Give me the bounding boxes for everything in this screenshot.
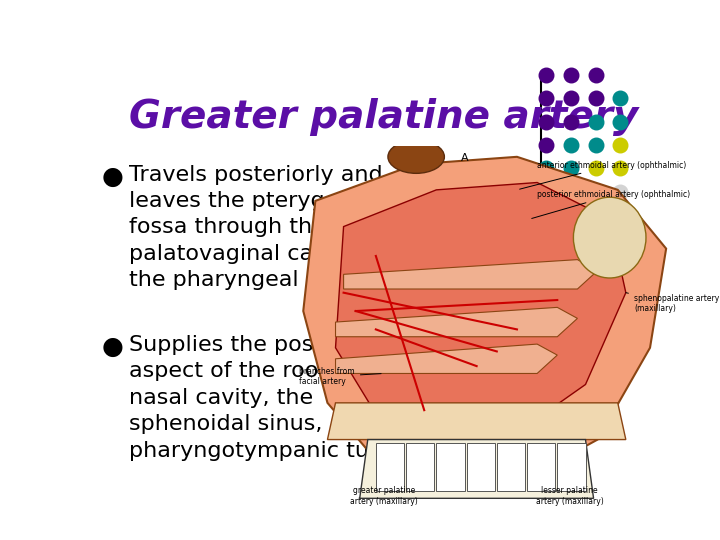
- Point: [614, 94, 626, 103]
- Point: [565, 117, 577, 126]
- Polygon shape: [336, 344, 557, 374]
- Polygon shape: [527, 443, 555, 491]
- Point: [541, 117, 552, 126]
- Polygon shape: [497, 443, 525, 491]
- Polygon shape: [343, 260, 598, 289]
- Text: greater palatine
artery (maxillary): greater palatine artery (maxillary): [350, 486, 418, 505]
- Text: anterior ethmoidal artery (ophthalmic): anterior ethmoidal artery (ophthalmic): [520, 161, 686, 189]
- Polygon shape: [303, 157, 666, 484]
- Point: [590, 71, 601, 79]
- Point: [614, 211, 626, 219]
- Point: [614, 187, 626, 196]
- Polygon shape: [336, 307, 577, 337]
- Point: [541, 187, 552, 196]
- Polygon shape: [336, 183, 626, 447]
- Polygon shape: [436, 443, 464, 491]
- Point: [614, 117, 626, 126]
- Point: [541, 164, 552, 173]
- Text: sphenopalatine artery
(maxillary): sphenopalatine artery (maxillary): [626, 293, 719, 313]
- Text: ●: ●: [102, 165, 123, 188]
- Point: [541, 211, 552, 219]
- Point: [590, 164, 601, 173]
- Text: Supplies the posterior
aspect of the roof of the
nasal cavity, the
sphenoidal si: Supplies the posterior aspect of the roo…: [129, 335, 415, 461]
- Point: [614, 141, 626, 150]
- Polygon shape: [467, 443, 495, 491]
- Text: posterior ethmoidal artery (ophthalmic): posterior ethmoidal artery (ophthalmic): [532, 190, 690, 219]
- Point: [565, 164, 577, 173]
- Point: [590, 141, 601, 150]
- Point: [565, 94, 577, 103]
- Text: Travels posteriorly and
leaves the pterygopalatine
fossa through the
palatovagin: Travels posteriorly and leaves the ptery…: [129, 165, 428, 290]
- Polygon shape: [557, 443, 585, 491]
- Text: branches from
facial artery: branches from facial artery: [300, 367, 381, 387]
- Text: A: A: [461, 153, 468, 163]
- Point: [541, 71, 552, 79]
- Ellipse shape: [573, 197, 646, 278]
- Point: [590, 117, 601, 126]
- Point: [614, 164, 626, 173]
- Point: [565, 71, 577, 79]
- Point: [590, 234, 601, 242]
- Text: lesser palatine
artery (maxillary): lesser palatine artery (maxillary): [536, 486, 603, 505]
- Polygon shape: [406, 443, 434, 491]
- Text: ●: ●: [102, 335, 123, 359]
- Polygon shape: [376, 443, 404, 491]
- Point: [565, 211, 577, 219]
- Point: [590, 211, 601, 219]
- Point: [590, 187, 601, 196]
- Text: Greater palatine artery: Greater palatine artery: [129, 98, 639, 136]
- Point: [590, 94, 601, 103]
- Ellipse shape: [388, 140, 444, 173]
- Point: [565, 187, 577, 196]
- Polygon shape: [328, 403, 626, 440]
- Point: [541, 94, 552, 103]
- Point: [565, 141, 577, 150]
- Point: [541, 141, 552, 150]
- Point: [565, 234, 577, 242]
- Polygon shape: [360, 440, 593, 498]
